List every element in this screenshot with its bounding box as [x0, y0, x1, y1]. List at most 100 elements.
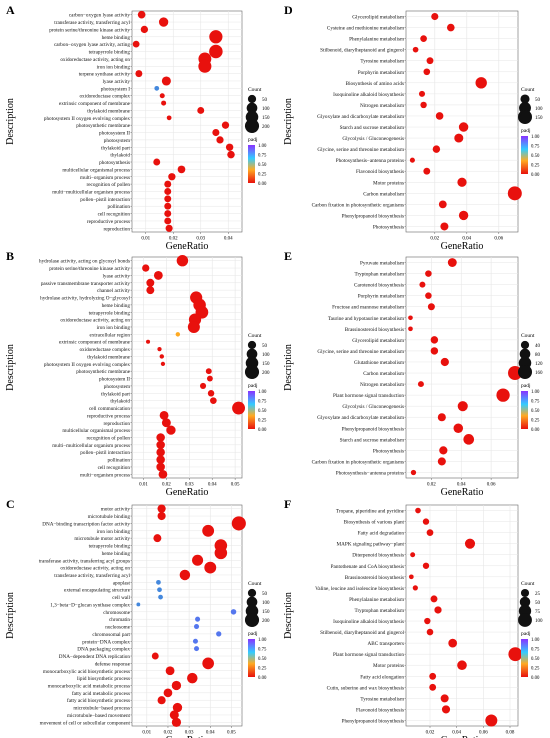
term-label: ABC transporters [368, 641, 404, 647]
x-tick-label: 0.05 [231, 483, 240, 488]
term-label: carbon−oxygen lyase activity [69, 13, 131, 19]
data-point [422, 518, 430, 525]
data-point [232, 401, 245, 415]
panel-letter: A [6, 3, 15, 17]
data-point [425, 270, 432, 277]
x-tick-label: 0.04 [208, 483, 217, 488]
data-point [430, 336, 439, 344]
data-point [202, 657, 214, 670]
x-tick-label: 0.06 [494, 237, 503, 242]
term-label: microtubule−based movement [67, 713, 131, 719]
data-point [153, 271, 163, 280]
term-label: recognition of pollen [86, 181, 130, 188]
data-point [437, 413, 446, 422]
data-point [164, 217, 172, 225]
color-legend-title: padj [248, 631, 258, 637]
data-point [415, 507, 421, 514]
color-legend-title: padj [521, 383, 531, 389]
term-label: Carbon metabolism [363, 371, 404, 377]
data-point [204, 561, 217, 574]
term-label: oxidoreductase activity, acting on [60, 566, 130, 572]
color-legend-label: 0.00 [531, 676, 540, 681]
term-label: Plant hormone signal transduction [333, 393, 404, 399]
term-label: Carbon fixation in photosynthetic organi… [312, 201, 404, 208]
data-point [175, 332, 181, 337]
term-label: Glycolysis / Gluconeogenesis [342, 404, 404, 410]
size-legend-dot [247, 94, 257, 104]
color-legend-label: 0.25 [531, 164, 540, 169]
data-point [160, 361, 166, 366]
data-point [194, 624, 200, 630]
color-legend-title: padj [521, 631, 531, 637]
term-label: heme binding [102, 551, 131, 557]
size-legend-title: Count [248, 87, 262, 93]
data-point [192, 554, 204, 566]
term-label: reproduction [103, 421, 130, 427]
term-label: cell recognition [98, 212, 131, 218]
data-point [440, 222, 449, 231]
term-label: reproductive process [87, 219, 130, 225]
plot-area [405, 256, 519, 479]
x-tick-label: 0.05 [227, 731, 236, 736]
data-point [419, 281, 426, 288]
size-legend-dot [517, 364, 533, 380]
data-point [198, 59, 212, 73]
data-point [205, 368, 212, 375]
term-label: defense response [95, 660, 131, 667]
data-point [420, 35, 427, 42]
size-legend-label: 100 [262, 353, 270, 358]
term-label: Tryptophan metabolism [354, 608, 404, 614]
data-point [171, 717, 182, 727]
data-point [439, 446, 448, 455]
size-legend-label: 25 [535, 592, 541, 597]
data-point [412, 585, 418, 591]
color-legend-label: 0.75 [258, 154, 267, 159]
term-label: photosynthetic membrane [76, 369, 130, 375]
term-label: Tropane, piperidine and pyridine [336, 509, 405, 515]
term-label: Plant hormone signal transduction [333, 652, 404, 658]
term-label: Glycolysis / Gluconeogenesis [342, 136, 404, 142]
term-label: extrinsic component of membrane [59, 100, 131, 107]
data-point [425, 292, 432, 299]
term-label: monocarboxylic acid biosynthetic process [43, 669, 130, 675]
term-label: oxidoreductase activity, acting on [60, 318, 130, 324]
term-label: photosystem II oxygen evolving complex [44, 362, 131, 368]
term-label: Stilbenoid, diarylheptanoid and gingerol [320, 630, 404, 636]
data-point [202, 524, 215, 537]
color-legend-label: 0.00 [531, 428, 540, 433]
term-label: chromosomal part [92, 632, 130, 638]
data-point [164, 188, 172, 195]
x-tick-label: 0.03 [185, 731, 194, 736]
term-label: lyase activity [102, 273, 130, 279]
data-point [161, 418, 171, 428]
size-legend-label: 100 [262, 601, 270, 606]
term-label: monocarboxylic acid metabolic process [48, 683, 130, 689]
data-point [485, 714, 498, 727]
data-point [426, 529, 434, 536]
term-label: multi−organism process [80, 175, 130, 181]
data-point [227, 150, 235, 159]
panel-letter: D [284, 3, 293, 17]
data-point [410, 552, 416, 558]
term-label: Pantothenate and CoA biosynthesis [331, 564, 404, 570]
data-point [206, 375, 213, 382]
term-label: hydrolase activity, acting on glycosyl b… [39, 259, 130, 265]
data-point [440, 357, 449, 367]
term-label: Taurine and hypotaurine metabolism [328, 316, 404, 322]
term-label: photosystem [104, 138, 130, 144]
data-point [412, 46, 419, 53]
panel-letter: E [284, 249, 292, 263]
term-label: oxidoreductase complex [79, 94, 130, 100]
term-label: MAPK signaling pathway−plant [337, 542, 405, 548]
panel-letter: F [284, 497, 291, 511]
color-legend-label: 0.00 [258, 676, 267, 681]
size-legend-label: 200 [262, 619, 270, 624]
term-label: extracellular region [90, 332, 131, 338]
x-tick-label: 0.02 [426, 731, 435, 736]
size-legend-title: Count [521, 581, 535, 587]
y-axis-title: Description [5, 344, 16, 391]
data-point [435, 112, 444, 120]
x-tick-label: 0.02 [162, 483, 171, 488]
